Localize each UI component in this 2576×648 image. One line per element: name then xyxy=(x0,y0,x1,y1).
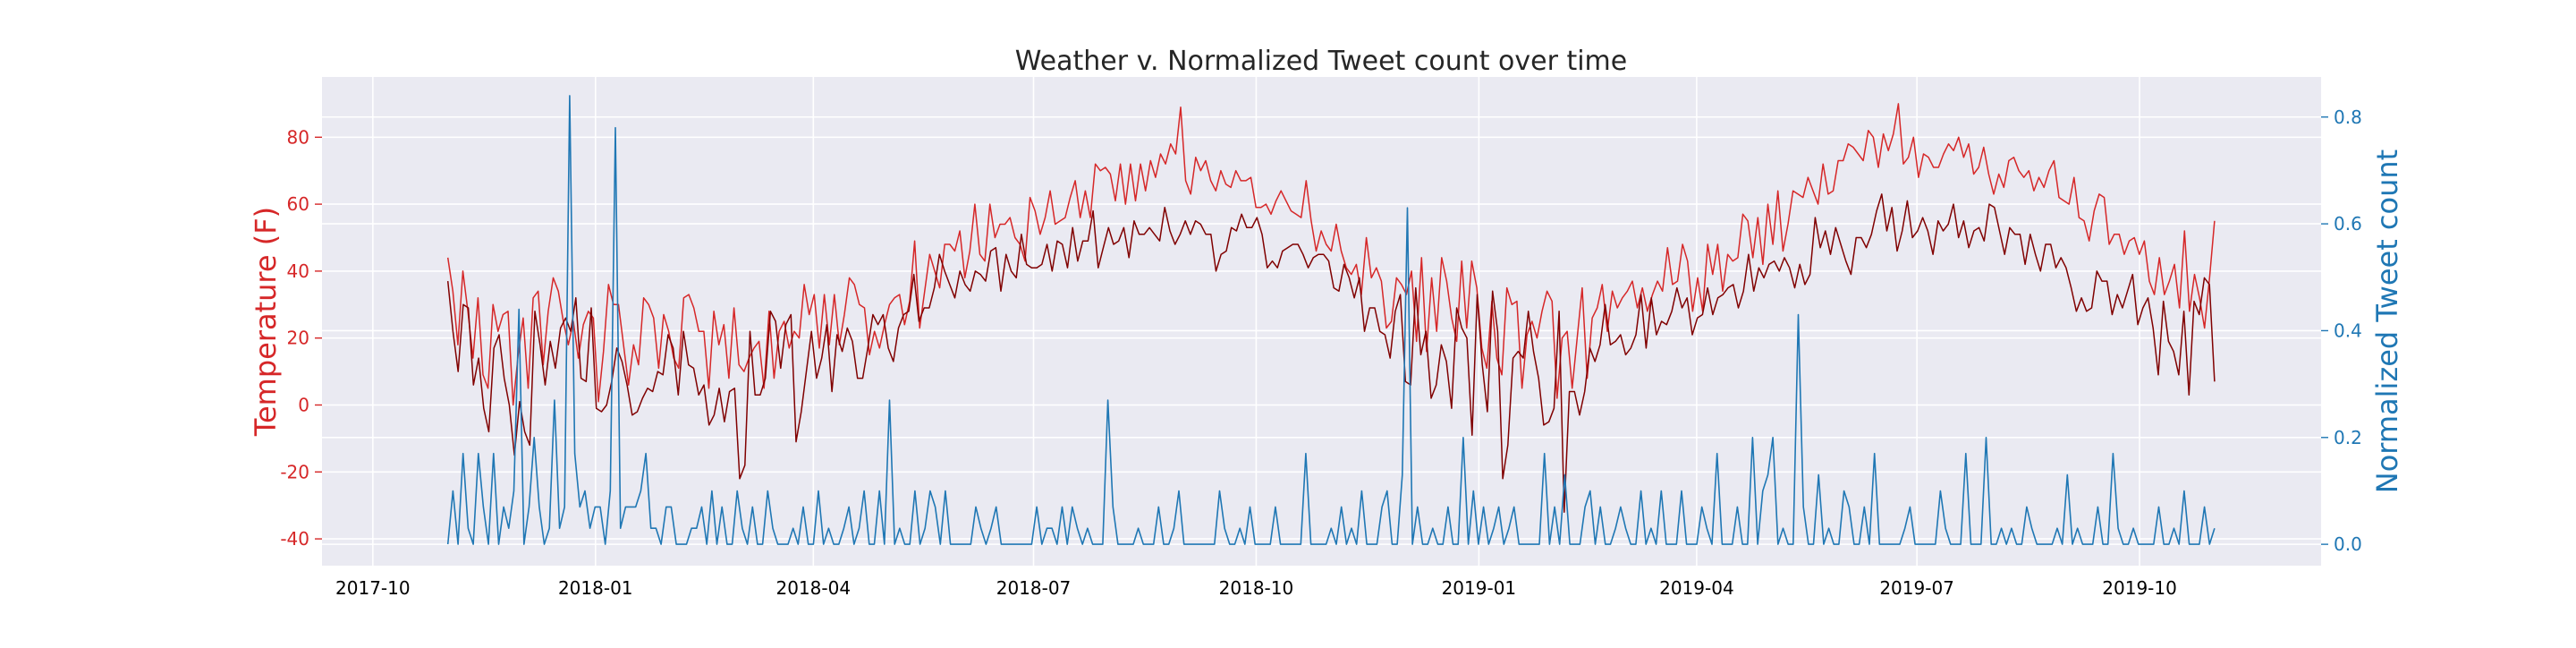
series-line-1 xyxy=(446,103,2216,406)
x-tick-label: 2018-04 xyxy=(775,577,851,599)
y-tick-label-left: 20 xyxy=(287,328,309,349)
y-tick-label-left: 80 xyxy=(287,126,309,148)
y-tick-label-left: -40 xyxy=(280,528,309,550)
y-axis-right-label: Normalized Tweet count xyxy=(2370,149,2404,493)
plot-background xyxy=(322,77,2321,566)
y-tick-label-left: 40 xyxy=(287,260,309,282)
series-line-2 xyxy=(446,193,2216,513)
axes-layer: 2017-10 2018-01 2018-04 2018-07 2018-10 2019-… xyxy=(280,107,2361,599)
y-tick-label-right: 0.6 xyxy=(2334,213,2362,234)
y-tick-label-left: 0 xyxy=(298,394,309,415)
y-tick-label-left: -20 xyxy=(280,461,309,482)
x-tick-label: 2019-10 xyxy=(2102,577,2177,599)
y-axis-left-label: Temperature (F) xyxy=(249,207,283,437)
x-tick-label: 2018-07 xyxy=(996,577,1072,599)
x-tick-label: 2018-10 xyxy=(1219,577,1294,599)
x-tick-label: 2019-07 xyxy=(1879,577,1954,599)
y-tick-label-right: 0.2 xyxy=(2334,427,2362,448)
series-layer xyxy=(446,95,2216,545)
y-tick-label-right: 0.8 xyxy=(2334,107,2362,128)
chart-title: Weather v. Normalized Tweet count over t… xyxy=(1015,46,1628,77)
x-tick-label: 2019-01 xyxy=(1442,577,1517,599)
y-tick-label-right: 0.4 xyxy=(2334,320,2362,341)
x-tick-label: 2018-01 xyxy=(558,577,633,599)
y-tick-label-left: 60 xyxy=(287,193,309,215)
series-line-3 xyxy=(446,95,2216,545)
x-tick-label: 2017-10 xyxy=(335,577,411,599)
x-tick-label: 2019-04 xyxy=(1659,577,1734,599)
y-tick-label-right: 0.0 xyxy=(2334,533,2362,555)
